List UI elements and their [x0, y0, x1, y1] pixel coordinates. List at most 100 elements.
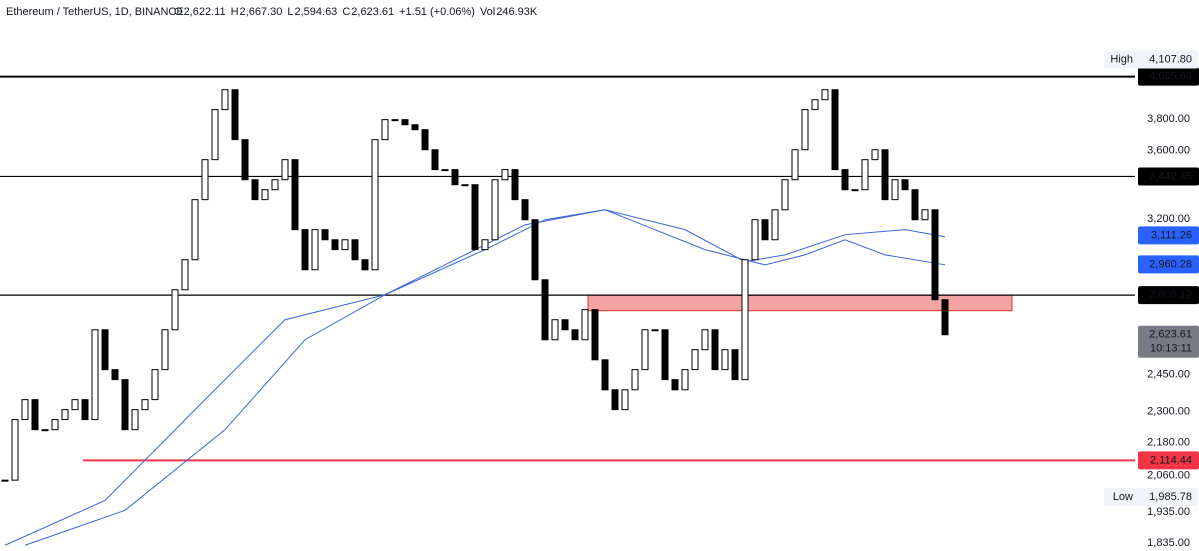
candle: [311, 229, 319, 271]
countdown: 10:13:11: [1150, 343, 1192, 355]
candle: [801, 109, 809, 151]
ma-label: 3,111.26: [1151, 229, 1192, 241]
candle: [101, 329, 109, 371]
candle: [31, 399, 39, 431]
candle: [501, 169, 509, 181]
candle: [341, 239, 349, 251]
stat-name: O: [174, 6, 183, 18]
candle: [821, 89, 829, 101]
candle: [721, 349, 729, 371]
moving-average: [24, 209, 946, 546]
candle: [851, 189, 859, 192]
candle: [421, 129, 429, 151]
y-tick-label: 2,060.00: [1147, 470, 1190, 482]
candle: [71, 399, 79, 411]
candle: [931, 209, 939, 301]
candle: [381, 119, 389, 141]
candle: [511, 169, 519, 201]
candle: [201, 159, 209, 201]
candle: [91, 329, 99, 421]
candle: [841, 169, 849, 191]
candle: [141, 399, 149, 411]
candle: [551, 319, 559, 341]
high-name: High: [1110, 53, 1133, 65]
candle: [811, 99, 819, 111]
moving-average: [4, 209, 946, 546]
level-label: 3,442.45: [1149, 170, 1192, 182]
candle: [681, 369, 689, 391]
level-label: 2,114.44: [1150, 454, 1192, 466]
candle: [651, 329, 659, 332]
candle: [401, 119, 409, 126]
candle: [391, 119, 399, 122]
candle: [361, 259, 369, 271]
chart-title: Ethereum / TetherUS, 1D, BINANCE: [6, 6, 184, 18]
high-box: [1104, 50, 1198, 69]
candle: [531, 219, 539, 281]
candle: [571, 329, 579, 341]
candle: [611, 389, 619, 411]
candle: [771, 209, 779, 241]
candle: [641, 329, 649, 371]
candle: [281, 159, 289, 181]
candle: [251, 179, 259, 201]
candle: [861, 159, 869, 191]
candle: [11, 419, 19, 481]
candle: [171, 289, 179, 331]
candle: [691, 349, 699, 371]
candle: [701, 329, 709, 351]
candle: [161, 329, 169, 371]
candle: [221, 89, 229, 111]
candle: [791, 149, 799, 181]
candle: [261, 189, 269, 201]
candle: [441, 169, 449, 172]
level-label-box: [1138, 167, 1199, 186]
candle: [631, 369, 639, 391]
candle: [111, 369, 119, 381]
candle: [351, 239, 359, 261]
candle: [471, 184, 479, 251]
candle: [21, 399, 29, 421]
y-tick-label: 2,180.00: [1147, 437, 1190, 449]
level-label-box: [1138, 67, 1199, 86]
candle: [121, 379, 129, 431]
candle: [581, 309, 589, 341]
stat-name: C: [342, 6, 350, 18]
candle: [911, 189, 919, 221]
candle: [321, 229, 329, 241]
stat-name: L: [287, 6, 293, 18]
stat-name: Vol: [480, 6, 495, 18]
candle: [271, 179, 279, 191]
candle: [191, 199, 199, 261]
candle: [561, 319, 569, 331]
candle: [671, 379, 679, 391]
candle: [81, 399, 89, 421]
candle: [761, 219, 769, 241]
level-label: 2,808.12: [1149, 289, 1192, 301]
candle: [541, 279, 549, 341]
candle: [621, 389, 629, 411]
candle: [941, 299, 949, 336]
candle: [901, 179, 909, 191]
candle: [241, 139, 249, 181]
y-tick-label: 3,800.00: [1147, 113, 1190, 125]
candle: [231, 89, 239, 141]
candle: [891, 179, 899, 201]
candle: [151, 369, 159, 401]
stat-value: 2,667.30: [240, 6, 283, 18]
candle: [741, 259, 749, 381]
stat-value: 2,623.61: [351, 6, 394, 18]
candle: [491, 179, 499, 241]
low-name: Low: [1113, 491, 1133, 503]
stat-value: 2,622.11: [184, 6, 226, 18]
candle: [661, 329, 669, 381]
low-box: [1104, 487, 1198, 506]
candle: [881, 149, 889, 201]
level-label: 4,085.68: [1149, 71, 1192, 83]
candle: [831, 89, 839, 171]
high-value: 4,107.80: [1149, 53, 1192, 65]
candle: [731, 349, 739, 381]
candle: [451, 169, 459, 186]
